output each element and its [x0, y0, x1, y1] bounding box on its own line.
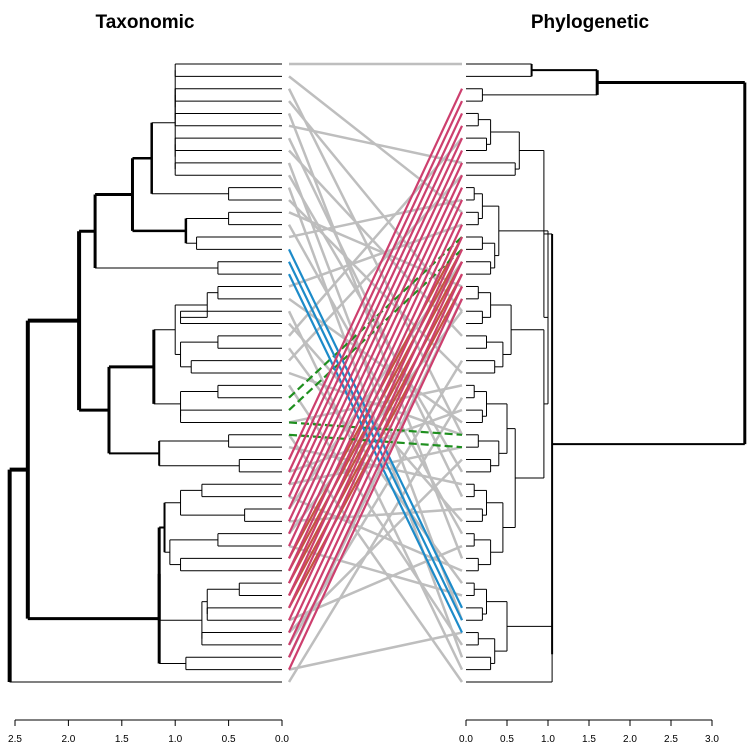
link-pink — [288, 150, 463, 522]
link-default — [288, 137, 463, 337]
link-default — [287, 224, 464, 535]
left-tree-title: Taxonomic — [96, 12, 195, 33]
right-axis-tick-label: 1.5 — [582, 734, 596, 745]
link-pink — [288, 286, 463, 658]
right-axis: 0.0 0.5 1.0 1.5 2.0 2.5 3.0 — [459, 719, 719, 745]
right-axis-tick-label: 3.0 — [705, 734, 719, 745]
link-default — [288, 174, 463, 362]
link-default — [288, 631, 463, 671]
link-pink — [288, 187, 463, 559]
left-axis: 2.5 2.0 1.5 1.0 0.5 0.0 — [8, 719, 289, 745]
link-pink — [288, 137, 463, 510]
right-axis-tick-label: 1.0 — [541, 734, 555, 745]
link-default — [287, 137, 464, 498]
left-axis-tick-label: 0.5 — [222, 734, 236, 745]
link-pink — [288, 125, 463, 498]
link-pink — [288, 100, 463, 473]
link-pink — [288, 211, 463, 584]
link-default — [288, 384, 463, 424]
left-axis-tick-label: 2.0 — [61, 734, 75, 745]
tanglegram-links — [287, 62, 464, 683]
link-default — [288, 124, 463, 165]
right-tree-title: Phylogenetic — [531, 12, 650, 33]
left-axis-tick-label: 0.0 — [275, 734, 289, 745]
link-pink — [288, 112, 463, 485]
right-axis-tick-label: 0.5 — [500, 734, 514, 745]
link-pink — [288, 224, 463, 596]
left-dendrogram — [7, 63, 282, 683]
link-pink — [288, 261, 463, 634]
link-default — [287, 434, 464, 683]
link-default — [288, 445, 463, 486]
link-default — [287, 88, 464, 436]
link-pink — [288, 273, 463, 646]
right-axis-tick-label: 2.0 — [623, 734, 637, 745]
link-pink — [288, 199, 463, 572]
link-pink — [288, 236, 463, 609]
right-axis-tick-label: 2.5 — [664, 734, 678, 745]
link-default — [288, 458, 463, 634]
link-blue — [288, 248, 463, 609]
left-axis-tick-label: 1.5 — [115, 734, 129, 745]
link-pink — [288, 298, 463, 671]
link-pink — [288, 162, 463, 535]
link-pink — [288, 248, 463, 621]
left-axis-tick-label: 1.0 — [168, 734, 182, 745]
link-blue — [288, 261, 463, 621]
left-axis-tick-label: 2.5 — [8, 734, 22, 745]
link-pink — [288, 174, 463, 547]
right-dendrogram — [466, 63, 747, 683]
link-pink — [288, 88, 463, 460]
link-blue — [288, 273, 463, 634]
right-axis-tick-label: 0.0 — [459, 734, 473, 745]
